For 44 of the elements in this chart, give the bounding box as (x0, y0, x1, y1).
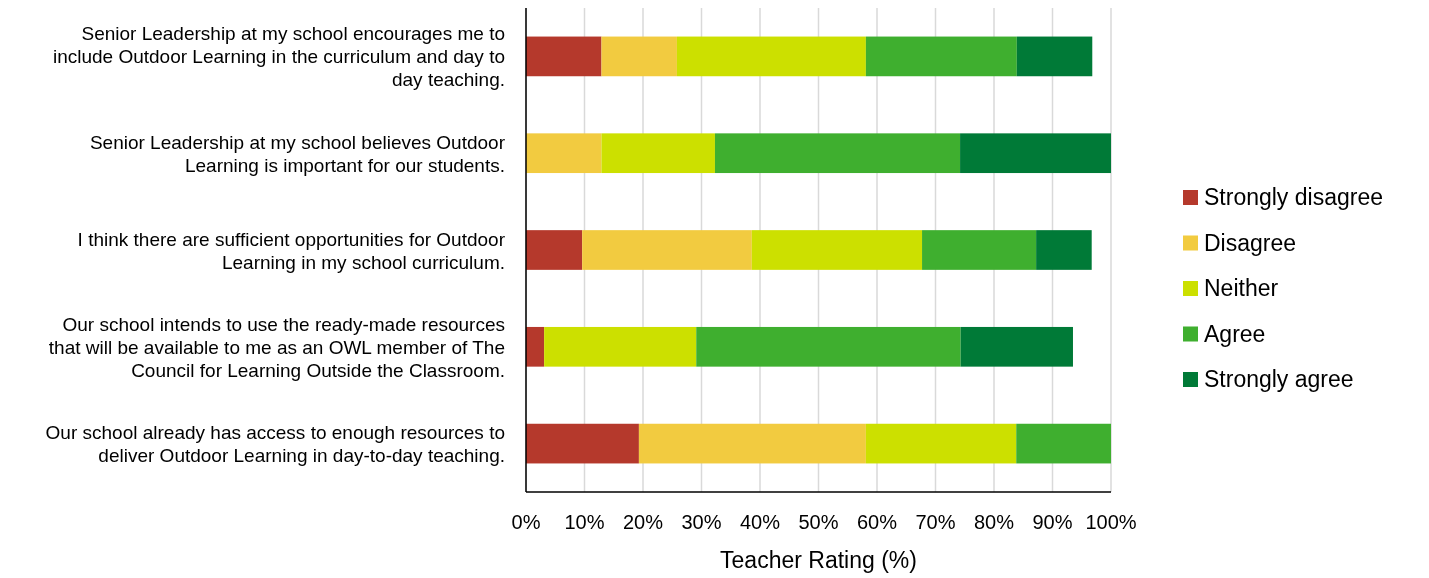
legend-label: Strongly agree (1204, 366, 1354, 392)
bar (582, 230, 752, 270)
x-tick-label: 40% (739, 511, 781, 533)
bar (526, 133, 602, 174)
bar (526, 36, 602, 77)
legend-label: Disagree (1204, 229, 1297, 256)
bar (638, 423, 866, 464)
y-tick-label: Senior Leadership at my school encourages me to include Outdoor Learning in the curriculum and day to day teaching. (52, 23, 505, 91)
bar (751, 230, 923, 270)
bar (544, 326, 697, 367)
x-tick-label: 100% (1085, 511, 1137, 533)
x-tick-label: 20% (622, 511, 664, 533)
bar (526, 230, 583, 270)
bar (714, 133, 961, 174)
bar (922, 230, 1037, 270)
x-tick-label: 50% (798, 511, 839, 533)
x-axis-title: Teacher Rating (%) (720, 547, 917, 573)
x-tick-label: 60% (856, 511, 898, 533)
bar (865, 423, 1017, 464)
bar (526, 423, 639, 464)
legend-label: Strongly disagree (1204, 184, 1383, 210)
x-tick-label: 90% (1032, 511, 1073, 533)
y-tick-label: Our school intends to use the ready-made resources that will be available to me as an OWL member of The Council for Learning Outside the Classroom. (48, 313, 505, 381)
y-tick-label: Our school already has access to enough resources to deliver Outdoor Learning in day-to-day teaching. (45, 422, 505, 467)
bar (1036, 230, 1092, 270)
x-tick-label: 80% (973, 511, 1015, 533)
bar (1016, 423, 1111, 464)
legend-label: Neither (1204, 275, 1279, 301)
x-tick-label: 70% (915, 511, 956, 533)
bar (865, 36, 1017, 77)
bar (960, 326, 1073, 367)
x-tick-label: 30% (681, 511, 722, 533)
bar (601, 133, 715, 174)
bar (526, 326, 545, 367)
y-tick-label: Senior Leadership at my school believes Outdoor Learning is important for our students. (89, 131, 506, 176)
y-tick-label: I think there are sufficient opportunities for Outdoor Learning in my school curriculum. (77, 228, 506, 273)
bar (601, 36, 677, 77)
bar (1016, 36, 1093, 77)
x-tick-label: 0% (511, 511, 541, 533)
legend-label: Agree (1204, 320, 1266, 347)
bar (696, 326, 961, 367)
bar (960, 133, 1111, 174)
bar (676, 36, 866, 77)
x-tick-label: 10% (564, 511, 605, 533)
